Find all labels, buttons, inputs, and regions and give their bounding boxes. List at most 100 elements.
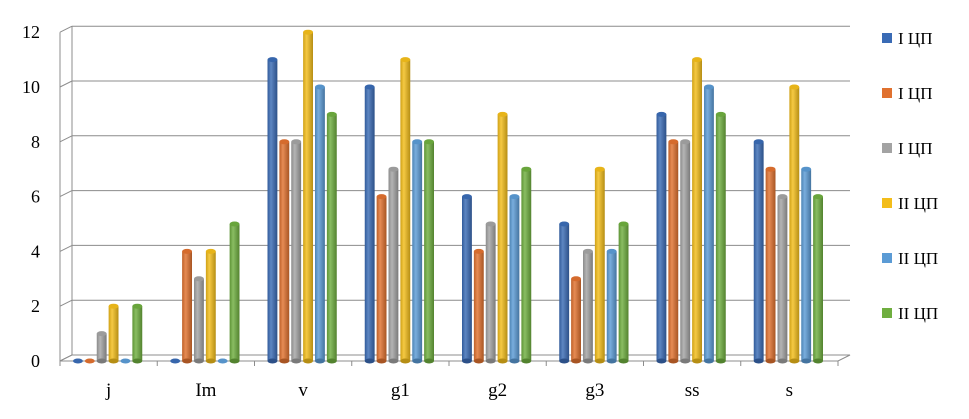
- bar-body: [291, 141, 302, 361]
- legend-item: I ЦП: [882, 84, 932, 103]
- y-tick-label: 2: [31, 296, 40, 316]
- bar-body: [583, 251, 593, 361]
- bar-cap: [571, 276, 581, 282]
- legend-item: II ЦП: [882, 249, 938, 268]
- bar-body: [388, 169, 399, 361]
- gridline-side: [59, 80, 73, 88]
- bar-cap: [559, 221, 570, 227]
- bar: [194, 276, 204, 364]
- bar-base: [412, 358, 423, 364]
- x-category-label: j: [105, 380, 111, 401]
- bar-body: [704, 87, 714, 361]
- bar-body: [813, 196, 823, 361]
- bar-body: [326, 114, 337, 362]
- legend-label: II ЦП: [898, 194, 938, 213]
- bar-base: [132, 358, 143, 364]
- bar-body: [801, 169, 812, 361]
- bar-body: [559, 224, 570, 361]
- bar: [473, 248, 484, 364]
- bar-base: [182, 358, 192, 364]
- bar-base: [680, 358, 691, 364]
- bar-cap: [509, 194, 520, 200]
- bar-body: [96, 333, 107, 361]
- bar: [315, 84, 325, 364]
- bar-cap: [205, 248, 216, 254]
- gridline-side: [59, 135, 73, 143]
- legend-item: I ЦП: [882, 29, 932, 48]
- legend-swatch: [882, 33, 892, 43]
- bar: [485, 221, 496, 364]
- bar: [326, 111, 337, 364]
- bar-body: [376, 196, 387, 361]
- bar: [497, 111, 508, 364]
- bar-base: [424, 358, 434, 364]
- bar-cap: [279, 139, 290, 145]
- bar-base: [364, 358, 375, 364]
- bar-cap: [326, 111, 337, 117]
- bar-cap: [753, 139, 764, 145]
- bar: [521, 166, 532, 364]
- bar-body: [668, 141, 679, 361]
- bar-cap: [765, 166, 776, 172]
- bar: [618, 221, 629, 364]
- bar-body: [765, 169, 776, 361]
- bar-cap: [96, 331, 107, 337]
- bar-body: [364, 87, 375, 361]
- bar-body: [279, 141, 290, 361]
- bar-base: [108, 358, 119, 364]
- legend-label: II ЦП: [898, 304, 938, 323]
- legend-label: I ЦП: [898, 139, 932, 158]
- legend-label: II ЦП: [898, 249, 938, 268]
- bar-cap: [497, 111, 508, 117]
- bar-base: [497, 358, 508, 364]
- bar: [765, 166, 776, 364]
- legend-label: I ЦП: [898, 29, 932, 48]
- bar: [96, 331, 107, 364]
- gridline-side: [59, 244, 73, 252]
- bar: [412, 139, 423, 364]
- bar: [789, 84, 800, 364]
- x-axis-labels: j Im v g1 g2 g3 ss s: [105, 380, 793, 401]
- bar-base: [777, 358, 788, 364]
- bar-cap: [462, 194, 472, 200]
- bar-cap: [194, 276, 204, 282]
- x-category-label: ss: [685, 380, 700, 401]
- bar-cap: [315, 84, 325, 90]
- bar-base: [291, 358, 302, 364]
- bar-base: [753, 358, 764, 364]
- bar-cap: [813, 194, 823, 200]
- bar: [668, 139, 679, 364]
- bar: [704, 84, 714, 364]
- bar-cap: [656, 111, 667, 117]
- bar-base: [205, 358, 216, 364]
- legend-swatch: [882, 198, 892, 208]
- bar: [364, 84, 375, 364]
- bar-cap: [182, 248, 192, 254]
- bar-base: [656, 358, 667, 364]
- bar-base: [462, 358, 472, 364]
- bar-body: [315, 87, 325, 361]
- bar: [267, 57, 278, 364]
- bar-body: [521, 169, 532, 361]
- bar: [680, 139, 691, 364]
- bar-cap: [680, 139, 691, 145]
- bar-cap: [217, 358, 228, 364]
- bar: [753, 139, 764, 364]
- bar-base: [571, 358, 581, 364]
- y-tick-label: 0: [31, 351, 40, 371]
- bar-base: [315, 358, 325, 364]
- bar-base: [376, 358, 387, 364]
- bar-cap: [801, 166, 812, 172]
- bar-base: [813, 358, 823, 364]
- bar-cap: [108, 303, 119, 309]
- legend-item: I ЦП: [882, 139, 932, 158]
- bar-cap: [485, 221, 496, 227]
- bar-cap: [777, 194, 788, 200]
- bar-body: [303, 32, 313, 361]
- bar-cap: [668, 139, 679, 145]
- bar-cap: [594, 166, 605, 172]
- bar: [583, 248, 593, 364]
- bar-cap: [303, 29, 313, 35]
- bar-cap: [376, 194, 387, 200]
- legend-swatch: [882, 253, 892, 263]
